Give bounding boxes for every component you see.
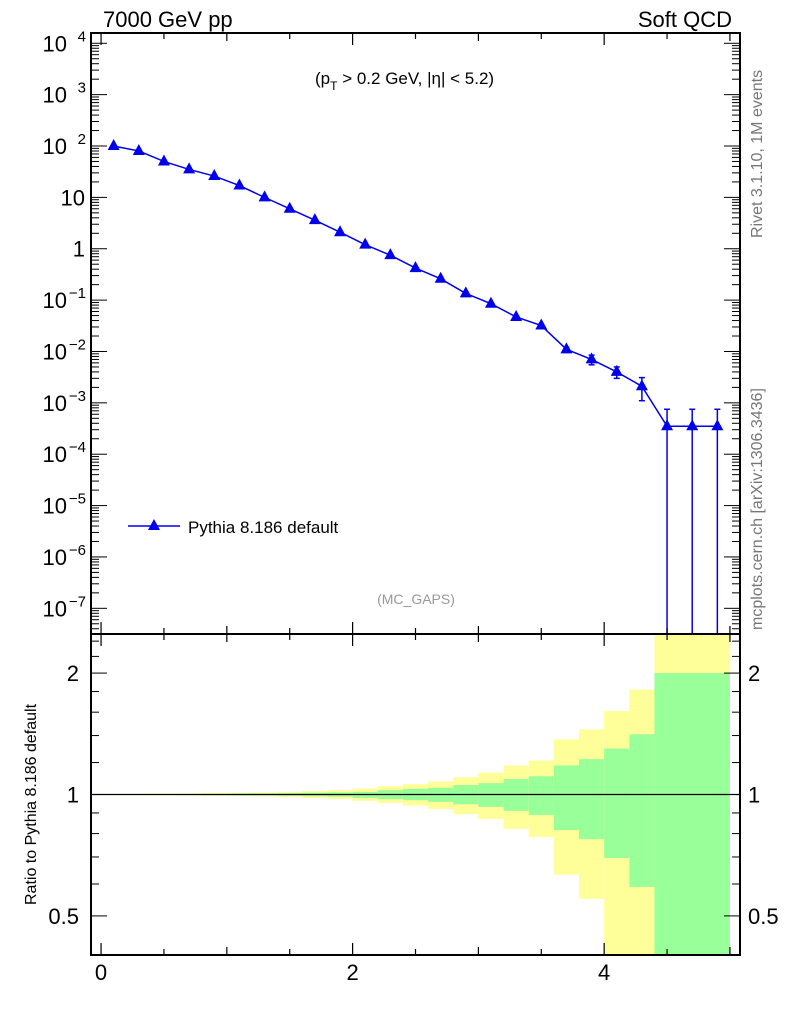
data-point-marker <box>661 419 674 431</box>
y-tick-exponent: −3 <box>69 388 86 405</box>
data-point-marker <box>233 178 246 190</box>
y-tick-label: 10 <box>43 494 67 519</box>
ratio-bands <box>91 634 740 955</box>
x-tick-label: 0 <box>95 960 107 985</box>
data-point-marker <box>283 201 296 213</box>
title-right: Soft QCD <box>638 7 732 32</box>
data-point-marker <box>686 419 699 431</box>
data-point-marker <box>510 309 523 321</box>
y-tick-label: 10 <box>43 596 67 621</box>
data-point-marker <box>132 143 145 155</box>
data-point-marker <box>308 213 321 225</box>
y-tick-exponent: −1 <box>69 285 86 302</box>
ratio-ylabel: Ratio to Pythia 8.186 default <box>23 703 40 905</box>
y-tick-exponent: −2 <box>69 336 86 353</box>
y-tick-label: 10 <box>43 391 67 416</box>
y-tick-exponent: 3 <box>78 80 86 97</box>
legend-marker <box>148 519 160 530</box>
y-tick-label: 10 <box>43 442 67 467</box>
x-tick-label: 4 <box>598 960 610 985</box>
y-tick-exponent: −6 <box>69 542 86 559</box>
y-tick-exponent: −5 <box>69 491 86 508</box>
side-label-bottom: mcplots.cern.ch [arXiv:1306.3436] <box>749 388 766 630</box>
data-point-marker <box>610 364 623 376</box>
ratio-y-tick-label: 1 <box>67 783 79 808</box>
title-left: 7000 GeV pp <box>103 7 233 32</box>
analysis-label: (MC_GAPS) <box>377 591 455 607</box>
legend-label: Pythia 8.186 default <box>188 518 339 537</box>
y-tick-exponent: 4 <box>78 28 86 45</box>
data-point-marker <box>384 248 397 260</box>
data-point-marker <box>560 342 573 354</box>
y-tick-label: 10 <box>43 339 67 364</box>
y-tick-exponent: −7 <box>69 593 86 610</box>
green-band-bin <box>579 759 605 840</box>
legend: Pythia 8.186 default <box>128 518 339 537</box>
cut-annotation: (pT > 0.2 GeV, |η| < 5.2) <box>315 69 494 93</box>
data-point-marker <box>635 379 648 391</box>
ratio-y-tick-label-right: 0.5 <box>748 904 779 929</box>
x-tick-label: 2 <box>346 960 358 985</box>
data-point-marker <box>711 419 724 431</box>
data-point-marker <box>459 286 472 298</box>
data-point-marker <box>535 318 548 330</box>
series-line <box>113 145 718 428</box>
ratio-y-tick-label-right: 2 <box>748 661 760 686</box>
main-frame <box>90 32 741 635</box>
y-tick-label: 10 <box>43 545 67 570</box>
ratio-y-tick-label: 2 <box>67 661 79 686</box>
y-tick-label: 1 <box>73 237 85 262</box>
data-point-marker <box>208 169 221 181</box>
data-point-marker <box>409 261 422 273</box>
data-point-marker <box>183 162 196 174</box>
ratio-y-tick-label: 0.5 <box>48 904 79 929</box>
green-band-bin <box>528 776 554 815</box>
data-point-marker <box>484 296 497 308</box>
data-point-marker <box>157 154 170 166</box>
data-point-marker <box>585 352 598 364</box>
data-point-marker <box>359 237 372 249</box>
y-tick-exponent: 2 <box>78 131 86 148</box>
side-label-top: Rivet 3.1.10, 1M events <box>749 70 766 238</box>
data-point-marker <box>107 139 120 151</box>
main-series <box>107 139 724 634</box>
y-tick-label: 10 <box>43 288 67 313</box>
y-tick-label: 10 <box>43 134 67 159</box>
data-point-marker <box>258 190 271 202</box>
data-point-marker <box>334 225 347 237</box>
ratio-y-tick-label-right: 1 <box>748 783 760 808</box>
green-band-bin <box>604 748 630 858</box>
y-tick-label: 10 <box>61 185 85 210</box>
y-tick-label: 10 <box>43 31 67 56</box>
green-band-bin <box>654 673 730 955</box>
y-tick-label: 10 <box>43 83 67 108</box>
green-band-bin <box>629 734 655 887</box>
data-point-marker <box>434 271 447 283</box>
green-band-bin <box>553 765 580 831</box>
y-tick-exponent: −4 <box>69 439 86 456</box>
